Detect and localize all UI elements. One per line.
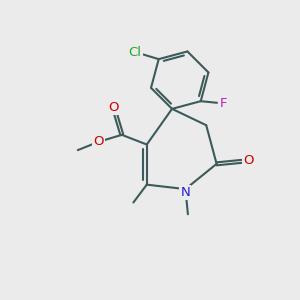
- Text: N: N: [181, 186, 190, 199]
- Text: O: O: [243, 154, 254, 167]
- Text: O: O: [93, 135, 104, 148]
- Text: O: O: [108, 101, 119, 114]
- Text: F: F: [220, 97, 227, 110]
- Text: Cl: Cl: [129, 46, 142, 59]
